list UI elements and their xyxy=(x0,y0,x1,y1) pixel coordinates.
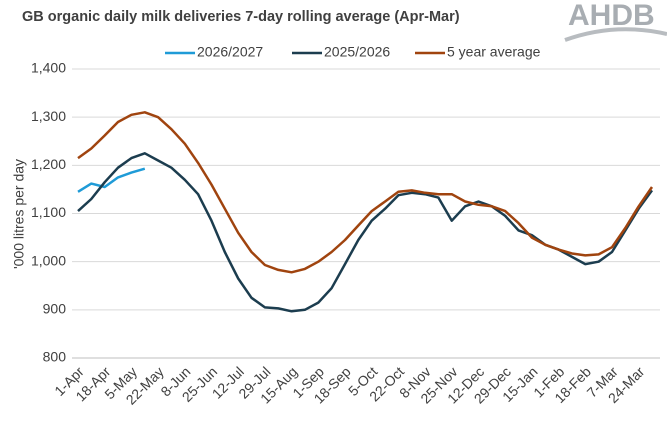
series-line xyxy=(77,167,146,193)
legend-label: 5 year average xyxy=(447,44,541,60)
legend-label: 2026/2027 xyxy=(197,44,263,60)
series-line xyxy=(77,111,654,274)
series-line xyxy=(77,152,654,313)
y-tick-label: 1,000 xyxy=(31,252,66,268)
y-tick-label: 900 xyxy=(43,301,67,317)
logo: AHDB xyxy=(568,0,655,32)
y-tick-label: 1,100 xyxy=(31,204,66,220)
y-tick-label: 1,200 xyxy=(31,156,66,172)
logo-swoosh xyxy=(564,27,667,42)
legend-label: 2025/2026 xyxy=(324,44,390,60)
y-tick-label: 1,300 xyxy=(31,108,66,124)
chart-title: GB organic daily milk deliveries 7-day r… xyxy=(22,9,460,25)
y-tick-label: 800 xyxy=(43,349,67,365)
y-axis-label: '000 litres per day xyxy=(11,159,27,269)
y-tick-label: 1,400 xyxy=(31,60,66,76)
